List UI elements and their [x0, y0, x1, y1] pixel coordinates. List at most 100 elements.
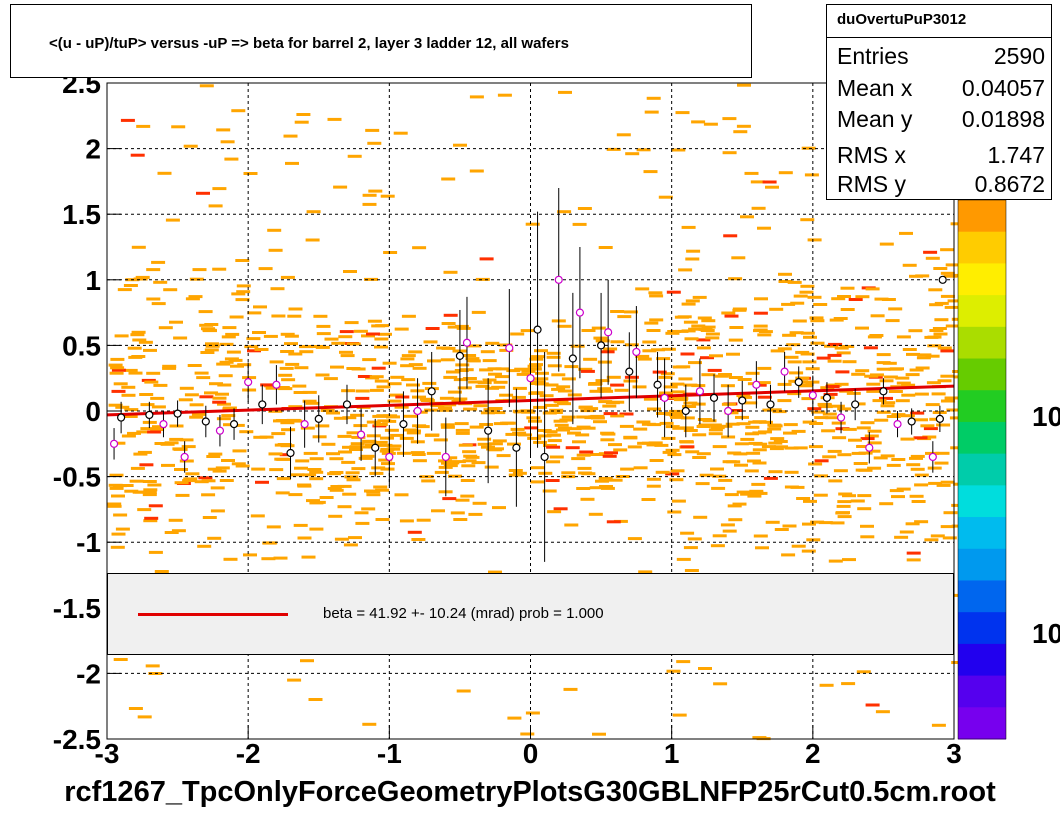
heat-cell [135, 275, 150, 279]
heat-cell [879, 379, 894, 383]
heat-cell [733, 452, 748, 456]
heat-cell [111, 368, 126, 372]
heat-cell [925, 403, 940, 407]
heat-cell [595, 479, 609, 483]
heat-cell [900, 414, 915, 418]
heat-cell [343, 543, 358, 547]
heat-cell [646, 484, 661, 488]
heat-cell [665, 448, 680, 452]
heat-cell [947, 299, 962, 303]
heat-cell [223, 557, 238, 561]
heat-cell [366, 434, 381, 438]
heat-cell [744, 469, 759, 473]
heat-cell [303, 451, 318, 455]
heat-cell [135, 490, 149, 494]
heat-cell [133, 452, 148, 456]
heat-cell [219, 360, 234, 364]
heat-cell [734, 442, 749, 446]
heat-cell [728, 376, 743, 379]
heat-cell [906, 558, 921, 562]
heat-cell [538, 471, 553, 475]
profile-black-point [229, 420, 239, 429]
heat-cell [183, 477, 198, 481]
heat-cell [394, 327, 409, 331]
heat-cell [692, 433, 707, 437]
heat-cell [676, 660, 691, 664]
heat-cell [247, 349, 261, 353]
heat-cell [145, 664, 160, 668]
heat-cell [114, 334, 129, 338]
heat-cell [529, 382, 544, 385]
heat-cell [781, 553, 796, 557]
y-tick-label: 1 [85, 265, 101, 296]
heat-cell [412, 395, 426, 399]
heat-cell [137, 508, 152, 512]
heat-cell [146, 297, 161, 301]
heat-cell [927, 335, 942, 339]
profile-black-point [681, 406, 690, 416]
heat-cell [885, 319, 900, 323]
heat-cell [235, 298, 250, 302]
profile-black-point [935, 414, 944, 423]
heat-cell [342, 416, 357, 420]
heat-cell [401, 314, 416, 318]
heat-cell [143, 488, 158, 492]
heat-cell [643, 170, 658, 174]
heat-cell [472, 501, 487, 505]
heat-cell [205, 344, 220, 348]
heat-cell [108, 363, 123, 367]
heat-cell [142, 493, 157, 497]
heat-cell [128, 707, 143, 710]
heat-cell [665, 412, 680, 416]
heat-cell [876, 367, 891, 371]
stats-meany-value: 0.01898 [961, 106, 1045, 132]
heat-cell [855, 369, 870, 373]
heat-cell [786, 343, 801, 347]
heat-cell [526, 416, 541, 420]
heat-cell [199, 395, 214, 399]
heat-cell [579, 450, 594, 454]
heat-cell [551, 373, 566, 377]
heat-cell [369, 375, 384, 379]
heat-cell [529, 363, 543, 367]
heat-cell [896, 335, 911, 339]
heat-cell [395, 395, 410, 399]
heat-cell [479, 423, 494, 426]
heat-cell [950, 273, 965, 277]
heat-cell [443, 313, 458, 317]
heat-cell [705, 336, 720, 340]
heat-cell [424, 433, 439, 437]
heat-cell [588, 382, 602, 386]
heat-cell [110, 366, 125, 370]
heat-cell [507, 716, 522, 720]
heat-cell [606, 375, 621, 379]
heat-cell [494, 375, 509, 379]
heat-cell [649, 294, 664, 298]
heat-cell [458, 443, 473, 447]
x-tick-label: -3 [95, 738, 120, 769]
heat-cell [557, 210, 572, 214]
heat-cell [350, 442, 365, 446]
stats-rmsy-value: 0.8672 [974, 171, 1045, 197]
heat-cell [860, 524, 874, 528]
heat-cell [127, 431, 141, 435]
heat-cell [789, 371, 804, 375]
heat-cell [143, 348, 157, 352]
heat-cell [637, 357, 652, 361]
heat-cell [665, 425, 680, 429]
heat-cell [734, 463, 748, 467]
profile-magenta-point [109, 439, 119, 448]
heat-cell [608, 443, 622, 447]
heat-cell [661, 347, 676, 351]
heat-cell [927, 344, 942, 348]
heat-cell [767, 423, 782, 427]
heat-cell [142, 480, 157, 483]
heat-cell [236, 284, 251, 288]
profile-black-point [399, 420, 408, 429]
profile-black-point [938, 275, 947, 284]
heat-cell [344, 475, 359, 479]
heat-cell [591, 326, 606, 330]
heat-cell [691, 120, 706, 124]
heat-cell [383, 251, 398, 254]
heat-cell [460, 494, 475, 498]
